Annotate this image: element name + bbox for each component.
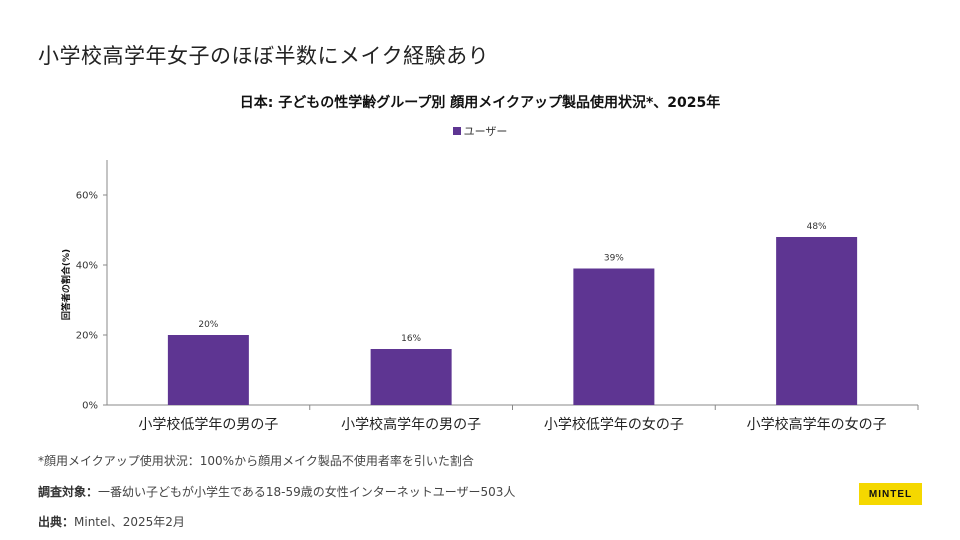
source-note: 出典：Mintel、2025年2月 [38, 513, 185, 530]
data-label-2: 16% [401, 334, 421, 344]
bar-1 [167, 335, 249, 405]
x-tick-label-1: 小学校低学年の男の子 [138, 416, 278, 433]
x-tick-label-3: 小学校低学年の女の子 [544, 416, 684, 433]
footnote: *顔用メイクアップ使用状況：100%から顔用メイク製品不使用者率を引いた割合 [38, 454, 474, 468]
legend: ユーザー [0, 123, 960, 139]
data-label-3: 39% [604, 254, 624, 264]
x-tick-label-4: 小学校高学年の女の子 [747, 416, 887, 433]
legend-swatch [452, 127, 461, 135]
y-tick-label: 20% [76, 331, 98, 342]
source-text: Mintel、2025年2月 [74, 515, 185, 529]
bar-2 [370, 349, 452, 405]
survey-note: 調査対象：一番幼い子どもが小学生である18-59歳の女性インターネットユーザー5… [38, 483, 515, 500]
page-headline: 小学校高学年女子のほぼ半数にメイク経験あり [38, 44, 490, 68]
survey-label: 調査対象： [38, 485, 99, 499]
bar-3 [573, 268, 655, 405]
y-axis-label: 回答者の割合(%) [60, 249, 72, 320]
data-label-1: 20% [198, 320, 218, 330]
source-label: 出典： [38, 515, 75, 529]
chart-title: 日本: 子どもの性学齢グループ別 顔用メイクアップ製品使用状況*、2025年 [239, 95, 721, 111]
x-tick-label-2: 小学校高学年の男の子 [341, 416, 481, 433]
legend-label: ユーザー [463, 125, 508, 138]
y-tick-label: 0% [82, 401, 98, 412]
y-tick-label: 60% [76, 191, 98, 202]
bar-4 [776, 237, 858, 405]
y-tick-label: 40% [76, 261, 98, 272]
survey-text: 一番幼い子どもが小学生である18-59歳の女性インターネットユーザー503人 [98, 485, 516, 499]
data-label-4: 48% [807, 222, 827, 232]
mintel-logo: MINTEL [859, 483, 922, 505]
